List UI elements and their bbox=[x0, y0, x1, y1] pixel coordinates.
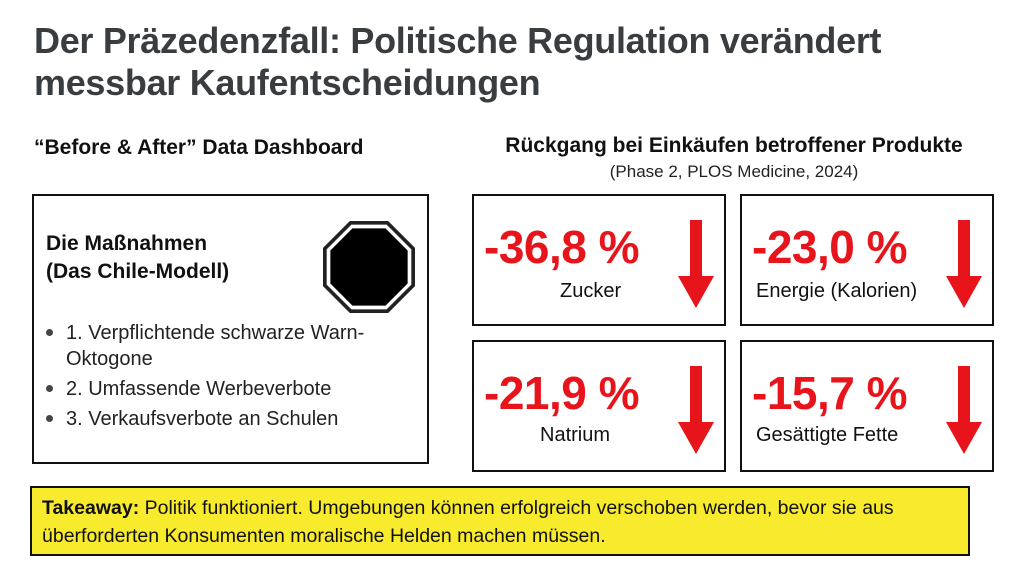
stat-value: -15,7 % bbox=[752, 367, 908, 419]
takeaway-text: Politik funktioniert. Umgebungen können … bbox=[42, 497, 894, 547]
down-arrow-icon bbox=[946, 220, 982, 308]
stat-card-sugar: -36,8 % Zucker bbox=[472, 194, 726, 326]
bullet-icon bbox=[46, 415, 53, 422]
stat-label: Gesättigte Fette bbox=[756, 424, 899, 446]
dashboard-heading: “Before & After” Data Dashboard bbox=[34, 136, 364, 159]
stat-label: Energie (Kalorien) bbox=[756, 280, 918, 302]
down-arrow-icon bbox=[678, 366, 714, 454]
measures-title: Die Maßnahmen (Das Chile-Modell) bbox=[46, 230, 229, 286]
takeaway-banner: Takeaway: Politik funktioniert. Umgebung… bbox=[30, 486, 970, 556]
measures-title-line1: Die Maßnahmen bbox=[46, 232, 208, 255]
measures-list: 1. Verpflichtende schwarze Warn-Oktogone… bbox=[44, 320, 427, 436]
list-item: 1. Verpflichtende schwarze Warn-Oktogone bbox=[44, 320, 427, 372]
down-arrow-icon bbox=[678, 220, 714, 308]
page-title: Der Präzedenzfall: Politische Regulation… bbox=[34, 20, 882, 103]
stat-card-saturated-fat: -15,7 % Gesättigte Fette bbox=[740, 340, 994, 472]
takeaway-label: Takeaway: bbox=[42, 497, 140, 519]
stat-card-energy: -23,0 % Energie (Kalorien) bbox=[740, 194, 994, 326]
stat-value: -36,8 % bbox=[484, 221, 640, 273]
bullet-icon bbox=[46, 329, 53, 336]
black-octagon-warning-icon bbox=[323, 221, 415, 313]
stat-label: Zucker bbox=[560, 280, 622, 302]
stat-label: Natrium bbox=[540, 424, 611, 446]
stat-value: -21,9 % bbox=[484, 367, 640, 419]
list-item: 3. Verkaufsverbote an Schulen bbox=[44, 406, 427, 432]
decline-heading: Rückgang bei Einkäufen betroffener Produ… bbox=[505, 134, 963, 157]
stat-value: -23,0 % bbox=[752, 221, 908, 273]
source-citation: (Phase 2, PLOS Medicine, 2024) bbox=[609, 162, 859, 181]
down-arrow-icon bbox=[946, 366, 982, 454]
stat-card-sodium: -21,9 % Natrium bbox=[472, 340, 726, 472]
measures-title-line2: (Das Chile-Modell) bbox=[46, 260, 230, 283]
measures-panel: Die Maßnahmen (Das Chile-Modell) 1. Verp… bbox=[32, 194, 429, 464]
list-item: 2. Umfassende Werbeverbote bbox=[44, 376, 427, 402]
bullet-icon bbox=[46, 385, 53, 392]
